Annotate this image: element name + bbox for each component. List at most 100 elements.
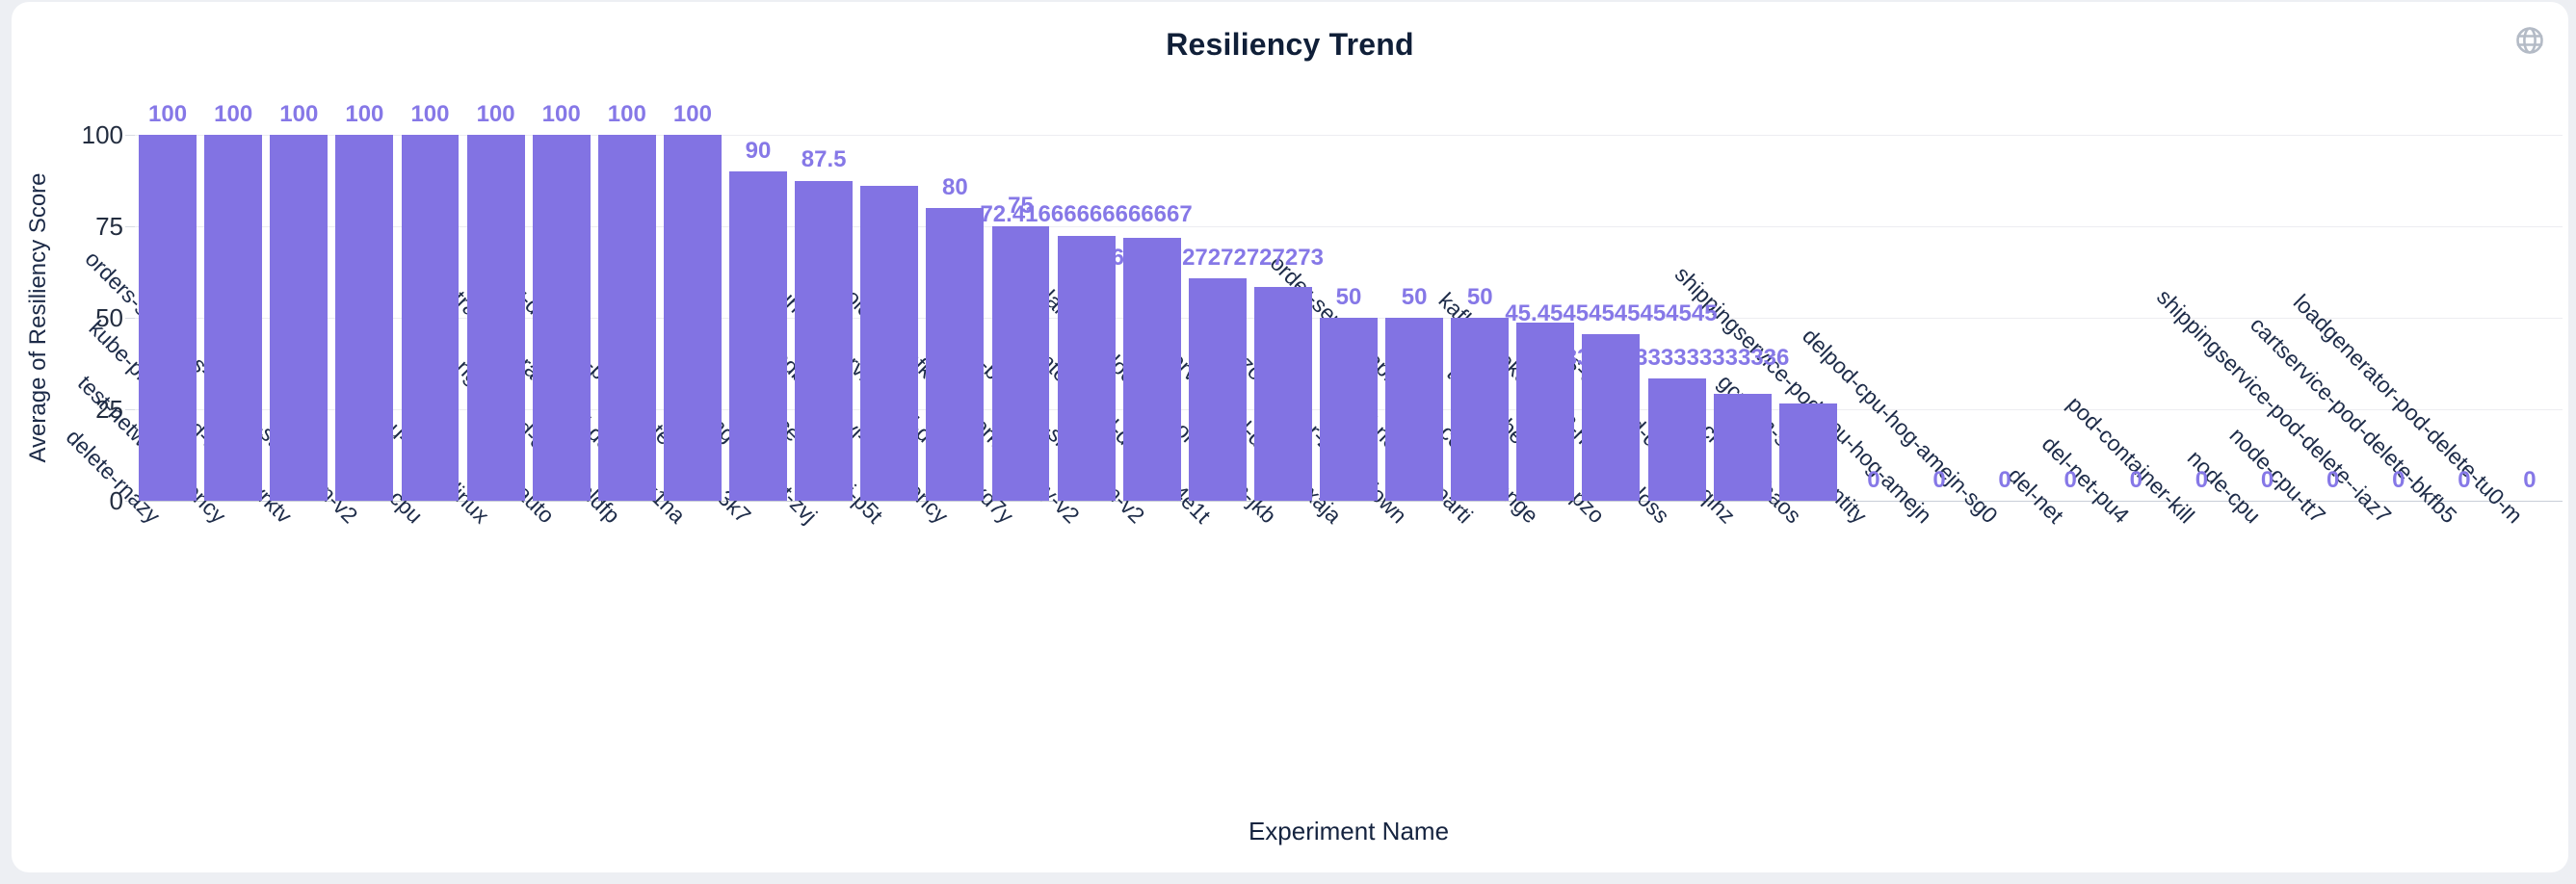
bar[interactable] bbox=[1188, 278, 1247, 501]
y-tick-label: 50 bbox=[95, 303, 123, 332]
bar-column: 0 bbox=[2037, 135, 2103, 501]
bar-columns: 100 100 100 100 100 100 100 100 100 90 87.5 80 75 72.… bbox=[135, 101, 2563, 501]
bar-column: 50 bbox=[1447, 135, 1512, 501]
bar-column: 50 bbox=[1316, 135, 1381, 501]
bar[interactable] bbox=[663, 135, 722, 501]
bar-value-label: 0 bbox=[2326, 466, 2340, 493]
bar[interactable] bbox=[1713, 393, 1772, 501]
bar[interactable] bbox=[401, 135, 460, 501]
bar-value-label: 45.45454545454545 bbox=[1505, 299, 1718, 326]
bar-column bbox=[1775, 135, 1841, 501]
bar-value-label: 90 bbox=[745, 137, 772, 164]
bar-column: 100 bbox=[135, 101, 200, 501]
bar-value-label: 100 bbox=[476, 100, 515, 127]
bar-value-label: 0 bbox=[1867, 466, 1880, 493]
bar-column: 72.41666666666667 bbox=[980, 135, 1193, 501]
bar-column: 100 bbox=[200, 101, 266, 501]
bar-column: 0 bbox=[2235, 135, 2300, 501]
bar-value-label: 100 bbox=[148, 100, 188, 127]
bar-value-label: 100 bbox=[607, 100, 646, 127]
bar[interactable] bbox=[1778, 403, 1837, 501]
bar-value-label: 0 bbox=[2523, 466, 2537, 493]
bar[interactable] bbox=[270, 135, 329, 501]
bar-column: 80 bbox=[922, 135, 987, 501]
y-axis-ticks: 100 75 50 25 0 bbox=[58, 2, 123, 884]
bar-column: 0 bbox=[2103, 135, 2169, 501]
bar[interactable] bbox=[335, 135, 394, 501]
bar[interactable] bbox=[1647, 378, 1706, 501]
bar-value-label: 0 bbox=[2392, 466, 2405, 493]
bar-column: 0 bbox=[2300, 135, 2366, 501]
bar[interactable] bbox=[597, 135, 656, 501]
bar-value-label: 100 bbox=[541, 100, 581, 127]
y-tick-mark bbox=[125, 318, 135, 319]
bar-value-label: 72.41666666666667 bbox=[980, 201, 1193, 228]
x-axis-name: Experiment Name bbox=[1248, 817, 1450, 845]
bar[interactable] bbox=[204, 135, 263, 501]
bar-value-label: 100 bbox=[672, 100, 712, 127]
bar-value-label: 87.5 bbox=[801, 146, 847, 173]
plot-area: 100 100 100 100 100 100 100 100 100 90 87.5 80 75 72.… bbox=[125, 101, 2563, 502]
bar-column: 0 bbox=[2497, 135, 2563, 501]
globe-icon bbox=[2514, 25, 2545, 56]
y-tick-label: 75 bbox=[95, 212, 123, 241]
bar[interactable] bbox=[729, 171, 788, 501]
bar-column: 0 bbox=[2431, 135, 2497, 501]
bar[interactable] bbox=[1385, 318, 1444, 501]
y-tick-label: 100 bbox=[81, 120, 123, 149]
y-tick-mark bbox=[125, 135, 135, 136]
bar-column: 90 bbox=[725, 135, 791, 501]
bar-value-label: 50 bbox=[1466, 283, 1493, 310]
bar[interactable] bbox=[1122, 238, 1181, 501]
gridline-75 bbox=[135, 226, 2563, 227]
bar-column: 100 bbox=[331, 101, 397, 501]
bar-column: 100 bbox=[594, 101, 660, 501]
y-tick-label: 25 bbox=[95, 395, 123, 424]
bar-value-label: 100 bbox=[279, 100, 319, 127]
y-tick-mark bbox=[125, 501, 135, 502]
bar-column bbox=[1250, 135, 1316, 501]
bar-column bbox=[1512, 135, 1578, 501]
bar-value-label: 0 bbox=[1998, 466, 2011, 493]
bar-value-label: 80 bbox=[942, 173, 968, 200]
bar[interactable] bbox=[1253, 287, 1312, 501]
bar[interactable] bbox=[1516, 323, 1575, 501]
bar-column: 100 bbox=[463, 101, 529, 501]
bar[interactable] bbox=[1320, 318, 1378, 501]
y-tick-label: 0 bbox=[109, 486, 123, 515]
bar-value-label: 0 bbox=[1932, 466, 1946, 493]
bar[interactable] bbox=[1057, 235, 1116, 501]
gridline-100 bbox=[135, 135, 2563, 136]
y-tick-mark bbox=[125, 226, 135, 227]
bar-value-label: 0 bbox=[2458, 466, 2471, 493]
bar-column: 87.5 bbox=[791, 135, 856, 501]
bar[interactable] bbox=[139, 135, 197, 501]
bar-column bbox=[856, 135, 922, 501]
bar[interactable] bbox=[1451, 318, 1510, 501]
bar[interactable] bbox=[532, 135, 591, 501]
bar-value-label: 0 bbox=[2195, 466, 2209, 493]
bar-column: 50 bbox=[1381, 135, 1447, 501]
y-tick-mark bbox=[125, 409, 135, 410]
bar-value-label: 0 bbox=[2260, 466, 2274, 493]
bar-column: 0 bbox=[2169, 135, 2234, 501]
bar[interactable] bbox=[860, 186, 919, 501]
bar-column: 45.45454545454545 bbox=[1505, 135, 1718, 501]
bar[interactable] bbox=[991, 226, 1050, 501]
bar-value-label: 100 bbox=[345, 100, 384, 127]
bar-column: 100 bbox=[266, 101, 331, 501]
chart-title: Resiliency Trend bbox=[1166, 27, 1414, 62]
bar[interactable] bbox=[1582, 334, 1641, 501]
bar[interactable] bbox=[466, 135, 525, 501]
bar-value-label: 50 bbox=[1401, 283, 1428, 310]
bar-value-label: 0 bbox=[2063, 466, 2077, 493]
bar-column: 0 bbox=[1972, 135, 2037, 501]
bar-column: 100 bbox=[529, 101, 594, 501]
bar-column: 60.72727272727273 bbox=[1112, 135, 1324, 501]
bar[interactable] bbox=[795, 180, 854, 501]
bar-value-label: 100 bbox=[410, 100, 450, 127]
bar-column: 75 bbox=[987, 135, 1053, 501]
bar[interactable] bbox=[926, 208, 985, 501]
bar-value-label: 50 bbox=[1335, 283, 1362, 310]
bar-column: 100 bbox=[397, 101, 462, 501]
